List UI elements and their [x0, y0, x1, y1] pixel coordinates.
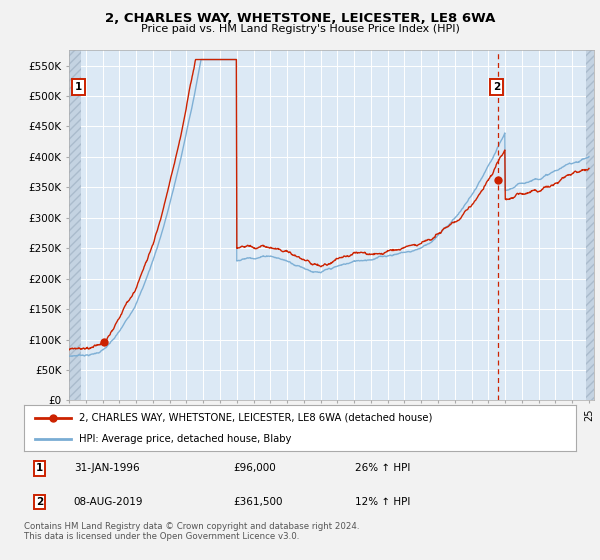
- Text: 1: 1: [36, 464, 43, 473]
- Text: Contains HM Land Registry data © Crown copyright and database right 2024.
This d: Contains HM Land Registry data © Crown c…: [24, 522, 359, 542]
- Text: 26% ↑ HPI: 26% ↑ HPI: [355, 464, 410, 473]
- Text: 08-AUG-2019: 08-AUG-2019: [74, 497, 143, 507]
- Text: 2, CHARLES WAY, WHETSTONE, LEICESTER, LE8 6WA: 2, CHARLES WAY, WHETSTONE, LEICESTER, LE…: [105, 12, 495, 25]
- Bar: [586, 50, 595, 400]
- Text: 1: 1: [74, 82, 82, 92]
- Text: 2: 2: [36, 497, 43, 507]
- Text: 31-JAN-1996: 31-JAN-1996: [74, 464, 139, 473]
- Text: 2: 2: [493, 82, 500, 92]
- Text: £96,000: £96,000: [234, 464, 277, 473]
- Text: 12% ↑ HPI: 12% ↑ HPI: [355, 497, 410, 507]
- Text: Price paid vs. HM Land Registry's House Price Index (HPI): Price paid vs. HM Land Registry's House …: [140, 24, 460, 34]
- Text: HPI: Average price, detached house, Blaby: HPI: Average price, detached house, Blab…: [79, 435, 292, 444]
- Text: 2, CHARLES WAY, WHETSTONE, LEICESTER, LE8 6WA (detached house): 2, CHARLES WAY, WHETSTONE, LEICESTER, LE…: [79, 413, 433, 423]
- Bar: [69, 50, 81, 400]
- Text: £361,500: £361,500: [234, 497, 283, 507]
